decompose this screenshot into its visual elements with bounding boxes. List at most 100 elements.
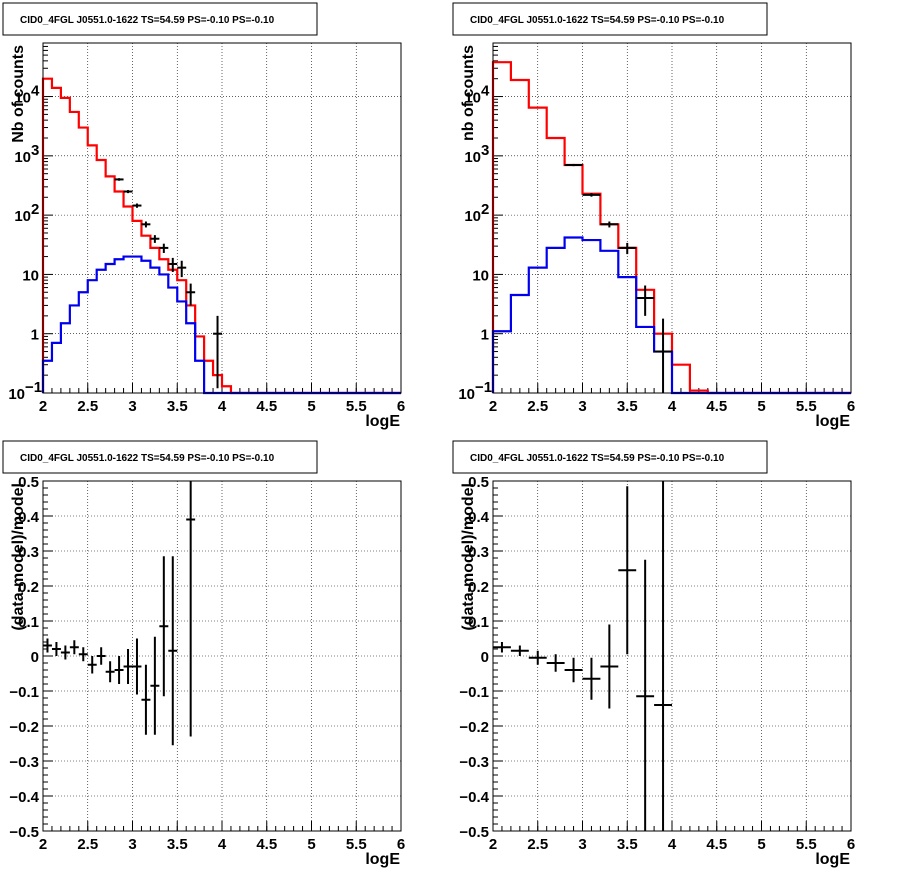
data-point	[51, 642, 61, 656]
x-axis-label: logE	[365, 413, 400, 430]
x-tick-label: 2	[489, 398, 497, 415]
x-tick-label: 5	[307, 836, 315, 853]
x-tick-label: 3	[578, 836, 586, 853]
y-axis-label: Nb of counts	[10, 45, 27, 143]
data-point	[114, 656, 124, 684]
y-tick-exponent: 4	[31, 83, 40, 100]
data-point	[618, 486, 637, 655]
x-tick-label: 6	[847, 836, 855, 853]
data-point	[159, 556, 169, 697]
data-point	[150, 636, 160, 735]
series-0-histogram	[491, 61, 851, 395]
x-axis-label: logE	[365, 851, 400, 868]
x-tick-label: 3.5	[617, 398, 638, 415]
x-tick-label: 2	[39, 836, 47, 853]
data-point	[105, 661, 115, 683]
x-tick-label: 4	[668, 398, 677, 415]
y-tick-exponent: 3	[31, 142, 39, 159]
x-tick-label: 3.5	[167, 836, 188, 853]
data-point	[600, 624, 619, 709]
y-tick-label: −0.2	[9, 719, 39, 736]
data-point	[510, 645, 529, 656]
x-tick-label: 2.5	[77, 836, 98, 853]
y-tick-label: −0.4	[459, 789, 489, 806]
data-point	[564, 163, 583, 167]
y-tick-label: 10	[8, 386, 25, 403]
x-axis-label: logE	[815, 851, 850, 868]
data-point	[528, 650, 547, 665]
x-tick-label: 2.5	[527, 836, 548, 853]
data-point	[582, 657, 601, 700]
x-tick-label: 3	[128, 398, 136, 415]
chart-title: CID0_4FGL J0551.0-1622 TS=54.59 PS=-0.10…	[470, 15, 725, 26]
data-point	[60, 645, 70, 660]
data-point	[177, 260, 187, 278]
x-tick-label: 3	[128, 836, 136, 853]
chart-title: CID0_4FGL J0551.0-1622 TS=54.59 PS=-0.10…	[20, 15, 275, 26]
data-point	[78, 647, 88, 662]
x-tick-label: 2	[489, 836, 497, 853]
x-tick-label: 3.5	[167, 398, 188, 415]
x-tick-label: 2	[39, 398, 47, 415]
data-point	[159, 243, 169, 253]
y-tick-exponent: 2	[31, 201, 39, 218]
x-tick-label: 6	[397, 398, 405, 415]
chart-panel-0: CID0_4FGL J0551.0-1622 TS=54.59 PS=-0.10…	[2, 2, 405, 430]
chart-title: CID0_4FGL J0551.0-1622 TS=54.59 PS=-0.10…	[20, 453, 275, 464]
chart-panel-3: CID0_4FGL J0551.0-1622 TS=54.59 PS=-0.10…	[452, 440, 855, 868]
y-tick-exponent: −1	[475, 379, 492, 396]
x-tick-label: 3	[578, 398, 586, 415]
x-tick-label: 6	[397, 836, 405, 853]
data-point	[493, 642, 511, 653]
x-tick-label: 5	[757, 836, 765, 853]
x-tick-label: 6	[847, 398, 855, 415]
y-tick-label: −0.3	[9, 754, 39, 771]
data-point	[69, 640, 79, 655]
y-tick-label: 10	[22, 267, 39, 284]
data-point	[87, 656, 97, 674]
y-tick-exponent: 3	[481, 142, 489, 159]
y-tick-label: 10	[464, 90, 481, 107]
data-point	[213, 315, 222, 389]
x-tick-label: 5.5	[346, 398, 367, 415]
y-tick-label: 0.2	[18, 579, 39, 596]
x-tick-label: 5.5	[796, 836, 817, 853]
data-point	[654, 481, 672, 831]
data-point	[123, 190, 133, 194]
y-tick-label: 0.1	[18, 614, 39, 631]
x-axis-label: logE	[815, 413, 850, 430]
data-point	[186, 481, 196, 737]
y-tick-label: 10	[14, 90, 31, 107]
data-point	[168, 556, 178, 746]
plot-frame	[42, 42, 402, 394]
y-tick-label: 10	[14, 149, 31, 166]
y-tick-label: 0	[31, 649, 39, 666]
plot-frame	[492, 480, 852, 832]
y-tick-label: 0.2	[468, 579, 489, 596]
title-box	[2, 2, 318, 36]
data-point	[123, 649, 133, 684]
y-tick-label: −0.1	[9, 684, 39, 701]
data-point	[114, 178, 124, 181]
title-box	[2, 440, 318, 474]
y-tick-label: −0.3	[459, 754, 489, 771]
plot-frame	[492, 42, 852, 394]
x-tick-label: 4.5	[256, 836, 277, 853]
x-tick-label: 4.5	[256, 398, 277, 415]
y-tick-label: −0.5	[9, 824, 39, 841]
data-point	[141, 221, 151, 228]
x-tick-label: 5	[757, 398, 765, 415]
data-point	[96, 647, 106, 665]
y-tick-label: −0.2	[459, 719, 489, 736]
x-tick-label: 4	[218, 836, 227, 853]
y-tick-label: 0.4	[468, 509, 490, 526]
y-tick-label: 1	[31, 327, 39, 344]
x-tick-label: 2.5	[77, 398, 98, 415]
plot-frame	[42, 480, 402, 832]
x-tick-label: 5	[307, 398, 315, 415]
y-tick-label: 0.5	[18, 474, 39, 491]
data-point	[168, 257, 178, 272]
data-point	[186, 283, 196, 306]
data-point	[564, 657, 583, 683]
